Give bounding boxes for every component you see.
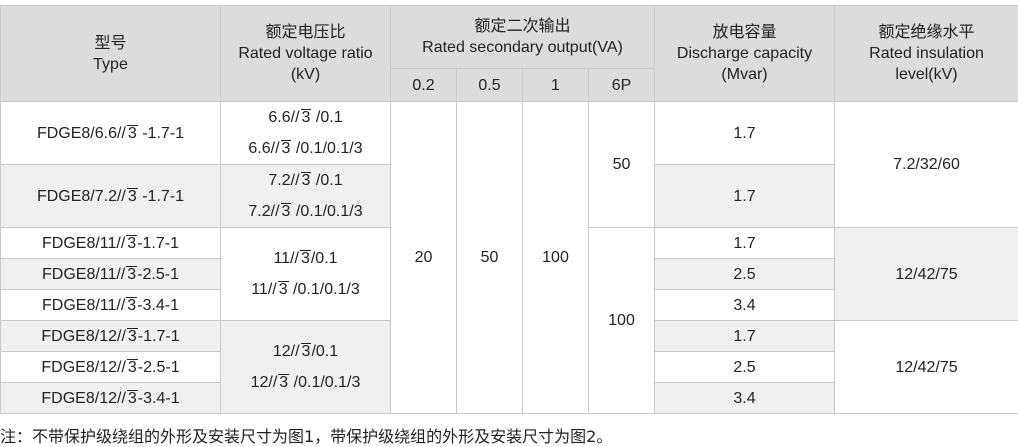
insulation-cell: 12/42/75 (834, 227, 1018, 321)
type-cell: FDGE8/12//3-1.7-1 (0, 320, 221, 352)
discharge-cell: 1.7 (654, 320, 836, 352)
discharge-cell: 3.4 (654, 382, 836, 414)
header-output: 额定二次输出 Rated secondary output(VA) (389, 5, 656, 69)
discharge-cell: 1.7 (654, 227, 836, 259)
header-type: 型号 Type (0, 5, 221, 102)
header-insulation: 额定绝缘水平 Rated insulation level(kV) (834, 5, 1018, 102)
discharge-cell: 1.7 (654, 101, 836, 165)
header-output-col: 1 (522, 68, 589, 102)
footnote: 注：不带保护级绕组的外形及安装尺寸为图1，带保护级绕组的外形及安装尺寸为图2。 (0, 427, 613, 446)
type-cell: FDGE8/11//3-2.5-1 (0, 258, 221, 290)
type-cell: FDGE8/7.2//3 -1.7-1 (0, 164, 221, 228)
ratio-cell: 12//3/0.1 12//3 /0.1/0.1/3 (220, 320, 391, 414)
output-6p: 50 (587, 101, 656, 228)
type-cell: FDGE8/12//3-2.5-1 (0, 351, 221, 383)
output-02: 20 (390, 101, 457, 414)
output-1: 100 (522, 101, 589, 414)
ratio-cell: 11//3/0.1 11//3 /0.1/0.1/3 (220, 227, 391, 321)
discharge-cell: 1.7 (654, 164, 836, 228)
header-discharge: 放电容量 Discharge capacity (Mvar) (654, 5, 836, 102)
discharge-cell: 3.4 (654, 289, 836, 321)
type-cell: FDGE8/12//3-3.4-1 (0, 382, 221, 414)
type-cell: FDGE8/6.6//3 -1.7-1 (0, 101, 221, 165)
ratio-cell: 7.2//3 /0.1 7.2//3 /0.1/0.1/3 (220, 164, 391, 228)
header-output-col: 6P (587, 68, 656, 102)
insulation-cell: 7.2/32/60 (834, 101, 1018, 228)
spec-table: 型号 Type 额定电压比 Rated voltage ratio (kV) 额定二次… (0, 5, 1018, 414)
discharge-cell: 2.5 (654, 351, 836, 383)
type-cell: FDGE8/11//3-3.4-1 (0, 289, 221, 321)
output-05: 50 (456, 101, 523, 414)
header-ratio: 额定电压比 Rated voltage ratio (kV) (220, 5, 391, 102)
header-output-col: 0.2 (390, 68, 457, 102)
output-6p: 100 (587, 227, 656, 414)
discharge-cell: 2.5 (654, 258, 836, 290)
ratio-cell: 6.6//3 /0.1 6.6//3 /0.1/0.1/3 (220, 101, 391, 165)
header-output-col: 0.5 (456, 68, 523, 102)
type-cell: FDGE8/11//3-1.7-1 (0, 227, 221, 259)
insulation-cell: 12/42/75 (834, 320, 1018, 414)
